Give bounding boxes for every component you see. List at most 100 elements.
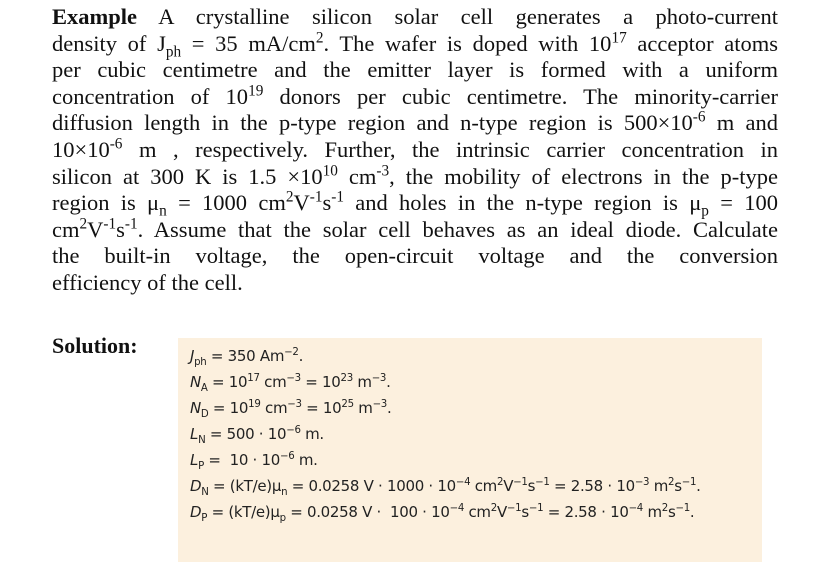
supscript: 2	[285, 188, 294, 206]
paragraph-line: silicon at 300 K is 1.5 ×1010 cm-3, the …	[52, 162, 778, 191]
text: = 0.0258 V · 1000 · 10	[287, 477, 456, 495]
paragraph-line: Example A crystalline silicon solar cell…	[52, 4, 778, 31]
text: cm	[470, 477, 498, 495]
text: and holes in the n-type region is μ	[344, 190, 702, 216]
supscript: −4	[628, 503, 644, 514]
subscript: P	[201, 513, 208, 524]
text: . The wafer is doped with 10	[323, 30, 612, 56]
supscript: −2	[284, 347, 299, 358]
equation-line: Jph = 350 Am−2.	[190, 343, 701, 369]
text: m	[642, 503, 662, 521]
text: cm	[464, 503, 491, 521]
supscript: −1	[675, 503, 690, 514]
text: m	[649, 477, 669, 495]
text: acceptor atoms	[626, 30, 779, 56]
supscript: 19	[248, 82, 264, 100]
text: per cubic centimetre and the emitter lay…	[52, 57, 778, 83]
text: = 1000 cm	[166, 190, 286, 216]
paragraph-line: density of Jph = 35 mA/cm2. The wafer is…	[52, 29, 779, 61]
subscript: D	[200, 409, 209, 420]
text: = 10	[300, 373, 341, 391]
text: D	[190, 477, 202, 495]
equation-line: DN = (kT/e)μn = 0.0258 V · 1000 · 10−4 c…	[190, 473, 701, 499]
text: = 2.58 · 10	[549, 477, 635, 495]
paragraph-line: the built-in voltage, the open-circuit v…	[52, 243, 778, 270]
text: s	[527, 477, 536, 495]
text: V	[496, 503, 507, 521]
text: s	[116, 216, 125, 242]
text: 10×10	[52, 136, 110, 162]
text: , the mobility of electrons in the p-typ…	[389, 163, 778, 189]
subscript: N	[198, 435, 206, 446]
supscript: 2	[668, 477, 675, 488]
equation-line: DP = (kT/e)μp = 0.0258 V · 100 · 10−4 cm…	[190, 499, 701, 525]
text: L	[190, 425, 199, 443]
text: cm	[259, 373, 287, 391]
supscript: −1	[681, 477, 697, 488]
supscript: -1	[309, 188, 323, 206]
text: = (kT/e)μ	[208, 477, 282, 495]
text: cm	[52, 216, 80, 242]
text: V	[293, 190, 310, 216]
supscript: −1	[535, 477, 550, 488]
text: donors per cubic centimetre. The minorit…	[263, 83, 778, 109]
subscript: ph	[194, 357, 207, 368]
subscript: P	[198, 461, 204, 472]
supscript: −3	[287, 399, 302, 410]
paragraph-line: cm2V-1s-1. Assume that the solar cell be…	[52, 216, 778, 244]
text: = 10	[208, 399, 249, 417]
text: m , respectively. Further, the intrinsic…	[122, 136, 778, 162]
equation-line: NA = 1017 cm−3 = 1023 m−3.	[190, 369, 701, 395]
supscript: 10	[322, 162, 338, 180]
text: = 0.0258 V · 100 · 10	[285, 503, 450, 521]
subscript: p	[279, 513, 286, 524]
supscript: −3	[634, 477, 650, 488]
text: s	[521, 503, 529, 521]
text: concentration of 10	[52, 83, 249, 109]
supscript: 17	[611, 29, 627, 47]
supscript: −1	[528, 503, 544, 514]
text: = 10	[207, 373, 248, 391]
text: . Assume that the solar cell behaves as …	[137, 216, 778, 242]
text: m	[353, 399, 373, 417]
text: .	[696, 477, 701, 495]
text: .	[689, 503, 695, 521]
supscript: -3	[376, 162, 390, 180]
text: V	[87, 216, 104, 242]
subscript: ph	[165, 43, 182, 61]
bold-text: Example	[52, 4, 138, 29]
paragraph-line: per cubic centimetre and the emitter lay…	[52, 57, 778, 84]
text: A crystalline silicon solar cell generat…	[137, 4, 778, 29]
supscript: −1	[513, 477, 528, 488]
subscript: A	[200, 383, 208, 394]
text: = 35 mA/cm	[181, 30, 316, 56]
subscript: n	[159, 202, 167, 220]
text: = 2.58 · 10	[543, 503, 629, 521]
subscript: N	[201, 487, 209, 498]
text: L	[190, 451, 199, 469]
example-paragraph: Example A crystalline silicon solar cell…	[52, 4, 778, 297]
text: m.	[300, 425, 324, 443]
text: .	[386, 399, 392, 417]
text: the built-in voltage, the open-circuit v…	[52, 243, 778, 269]
supscript: −3	[371, 373, 387, 384]
supscript: -1	[331, 188, 344, 206]
text: cm	[337, 163, 377, 189]
solution-label: Solution:	[52, 333, 138, 358]
text: .	[386, 373, 391, 391]
supscript: −6	[279, 451, 295, 462]
supscript: −1	[506, 503, 522, 514]
text: m.	[294, 451, 318, 469]
paragraph-line: concentration of 1019 donors per cubic c…	[52, 82, 778, 111]
text: cm	[260, 399, 288, 417]
text: region is μ	[52, 190, 160, 216]
equation-line: LP = 10 · 10−6 m.	[190, 447, 701, 473]
solution-box	[178, 338, 762, 562]
supscript: 2	[315, 29, 324, 47]
text: .	[298, 347, 304, 365]
text: m and	[705, 110, 778, 136]
text: = 10	[301, 399, 342, 417]
text: m	[352, 373, 372, 391]
subscript: n	[281, 487, 288, 498]
